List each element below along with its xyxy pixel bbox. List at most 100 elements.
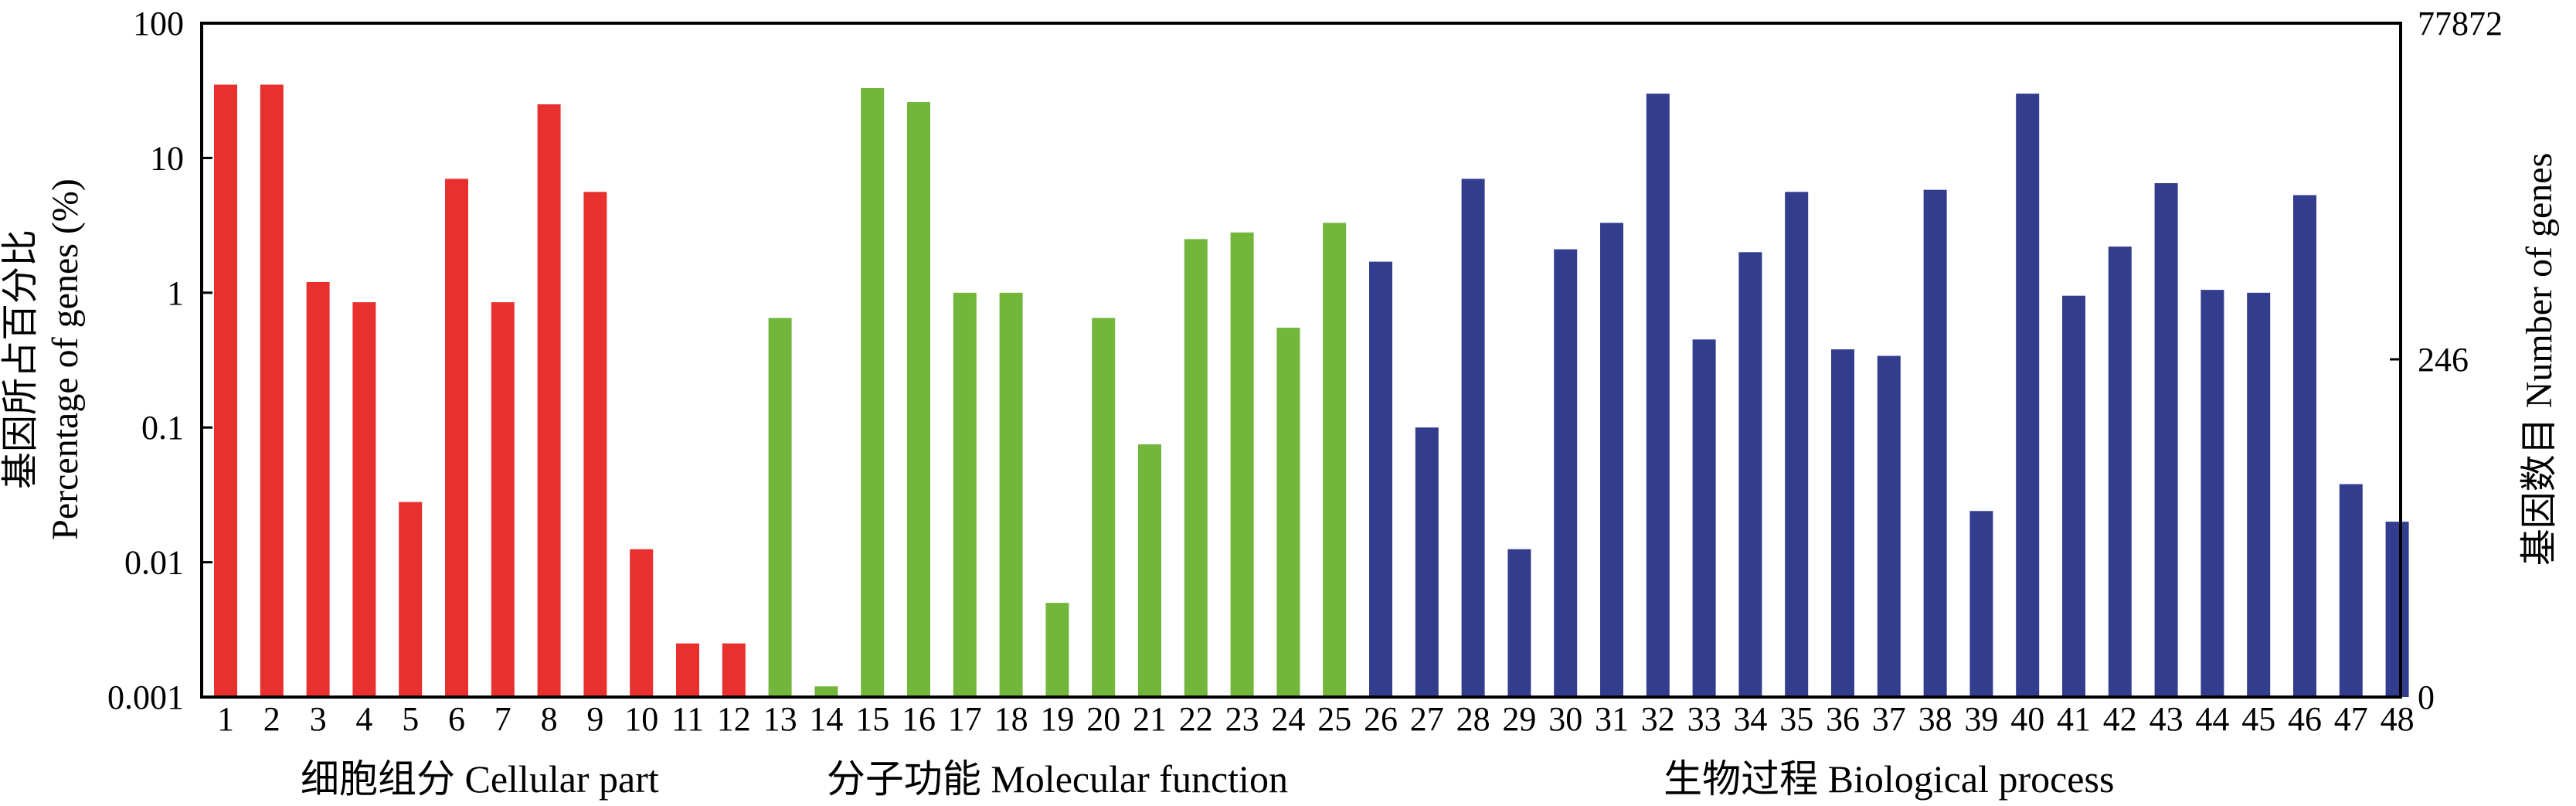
- y-tick-label: 1: [167, 274, 184, 312]
- bar-44: [2200, 290, 2224, 697]
- x-tick-label: 27: [1410, 700, 1444, 738]
- group-label: 细胞组分 Cellular part: [301, 757, 659, 801]
- bar-39: [1969, 511, 1993, 697]
- bar-21: [1138, 444, 1161, 697]
- bar-28: [1461, 179, 1485, 697]
- bar-9: [583, 192, 607, 697]
- x-tick-label: 33: [1687, 700, 1721, 738]
- x-tick-label: 9: [586, 700, 603, 738]
- bar-24: [1276, 328, 1300, 697]
- x-tick-label: 3: [310, 700, 327, 738]
- bar-2: [260, 84, 284, 698]
- bar-11: [676, 643, 699, 697]
- x-tick-label: 37: [1872, 700, 1906, 738]
- y-tick-label: 10: [150, 139, 184, 177]
- x-tick-label: 22: [1179, 700, 1213, 738]
- y-tick-label: 0.001: [107, 678, 184, 716]
- bar-6: [445, 179, 468, 697]
- bar-37: [1877, 355, 1901, 697]
- x-tick-label: 47: [2334, 700, 2368, 738]
- x-tick-label: 30: [1548, 700, 1582, 738]
- plot-frame: [200, 22, 2402, 699]
- bar-14: [814, 686, 838, 697]
- bar-13: [768, 318, 792, 697]
- x-tick-label: 20: [1086, 700, 1120, 738]
- bar-43: [2154, 183, 2178, 698]
- bar-18: [999, 292, 1023, 697]
- x-tick-label: 5: [402, 700, 419, 738]
- bar-47: [2339, 484, 2363, 697]
- bar-41: [2062, 295, 2085, 697]
- bar-5: [399, 502, 423, 697]
- bar-33: [1692, 339, 1716, 697]
- bar-3: [306, 281, 330, 697]
- y2-tick-labels: 77872 246 0: [2390, 5, 2503, 716]
- bar-46: [2293, 195, 2316, 698]
- x-tick-label: 13: [763, 700, 797, 738]
- x-tick-label: 38: [1918, 700, 1952, 738]
- bar-20: [1092, 318, 1116, 697]
- x-tick-label: 43: [2149, 700, 2183, 738]
- x-tick-label: 7: [494, 700, 511, 738]
- bar-7: [491, 302, 515, 697]
- x-tick-label: 4: [355, 700, 372, 738]
- x-tick-label: 40: [2010, 700, 2044, 738]
- x-tick-label: 16: [902, 700, 936, 738]
- x-tick-label: 35: [1779, 700, 1813, 738]
- x-tick-label: 12: [717, 700, 751, 738]
- x-tick-label: 2: [263, 700, 280, 738]
- bar-16: [907, 102, 930, 698]
- x-tick-label: 18: [994, 700, 1028, 738]
- x-tick-label: 26: [1364, 700, 1398, 738]
- x-tick-label: 23: [1225, 700, 1259, 738]
- x-tick-label: 48: [2381, 700, 2415, 738]
- x-tick-label: 24: [1271, 700, 1305, 738]
- bar-27: [1415, 427, 1439, 697]
- group-label: 分子功能 Molecular function: [827, 757, 1288, 801]
- x-tick-label: 34: [1733, 700, 1767, 738]
- bar-35: [1785, 192, 1809, 697]
- y-axis-title-cn: 基因所占百分比: [0, 230, 41, 489]
- x-tick-label: 46: [2288, 700, 2322, 738]
- bar-8: [537, 104, 561, 697]
- y-tick-labels: 100 10 1 0.1 0.01 0.001: [107, 5, 212, 716]
- y2-tick-label: 0: [2418, 678, 2435, 716]
- x-tick-label: 10: [624, 700, 658, 738]
- bar-1: [214, 84, 237, 698]
- x-tick-label: 8: [541, 700, 558, 738]
- x-tick-label: 6: [448, 700, 465, 738]
- x-tick-label: 17: [948, 700, 982, 738]
- x-tick-label: 25: [1317, 700, 1351, 738]
- bar-26: [1369, 261, 1392, 697]
- bar-22: [1184, 239, 1208, 697]
- y2-tick-label: 77872: [2418, 5, 2503, 43]
- y-tick-label: 0.01: [124, 544, 184, 582]
- bar-25: [1323, 223, 1347, 697]
- bar-12: [722, 643, 746, 697]
- bar-38: [1923, 189, 1947, 698]
- y2-tick-label: 246: [2418, 341, 2469, 379]
- bar-31: [1600, 223, 1623, 697]
- bar-45: [2247, 292, 2271, 697]
- x-tick-label: 15: [855, 700, 889, 738]
- y-tick-label: 100: [133, 5, 184, 43]
- x-tick-label: 31: [1595, 700, 1629, 738]
- x-tick-label: 21: [1133, 700, 1167, 738]
- bar-40: [2016, 94, 2040, 697]
- x-tick-label: 11: [671, 700, 704, 738]
- bar-4: [352, 302, 376, 697]
- x-tick-label: 29: [1502, 700, 1536, 738]
- bar-15: [861, 87, 885, 697]
- group-label: 生物过程 Biological process: [1664, 757, 2114, 801]
- x-tick-label: 14: [809, 700, 843, 738]
- bar-48: [2385, 522, 2409, 697]
- x-tick-label: 28: [1456, 700, 1490, 738]
- bar-42: [2108, 247, 2132, 697]
- bar-36: [1831, 349, 1854, 697]
- x-tick-label: 32: [1641, 700, 1675, 738]
- x-tick-label: 44: [2195, 700, 2229, 738]
- y-axis-title-en: Percentage of genes (%): [45, 179, 86, 540]
- bar-10: [630, 549, 654, 697]
- bar-29: [1507, 549, 1531, 697]
